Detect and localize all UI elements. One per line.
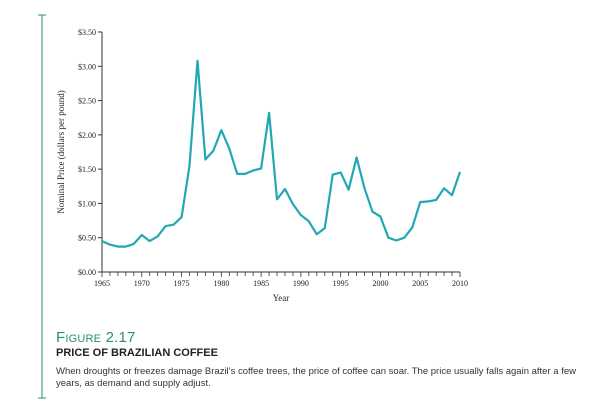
- coffee-price-chart: $0.00 $0.50 $1.00 $1.50 $2.00 $2.50 $3.00 $3.50…: [56, 28, 468, 303]
- x-tick-label: 1975: [174, 279, 190, 288]
- figure-caption: Figure 2.17 PRICE OF BRAZILIAN COFFEE Wh…: [56, 330, 576, 390]
- y-tick-label: $3.50: [78, 28, 96, 37]
- x-tick-label: 2000: [372, 279, 388, 288]
- figure-description: When droughts or freezes damage Brazil’s…: [56, 366, 576, 389]
- x-tick-label: 1970: [134, 279, 150, 288]
- figure-number: Figure 2.17: [56, 329, 136, 346]
- y-tick-label: $2.50: [78, 97, 96, 106]
- x-tick-label: 2005: [412, 279, 428, 288]
- x-tick-label: 1990: [293, 279, 309, 288]
- y-axis-title: Nominal Price (dollars per pound): [56, 90, 66, 213]
- x-tick-label: 2010: [452, 279, 468, 288]
- y-tick-label: $3.00: [78, 62, 96, 71]
- figure-title: PRICE OF BRAZILIAN COFFEE: [56, 347, 218, 359]
- y-tick-label: $2.00: [78, 131, 96, 140]
- y-axis-ticks: $0.00 $0.50 $1.00 $1.50 $2.00 $2.50 $3.00 $3.50: [78, 28, 102, 277]
- x-axis-ticks: 1965 1970 1975 1980 1985 1990 1995 2000 2005 2010: [94, 272, 468, 288]
- y-tick-label: $1.50: [78, 165, 96, 174]
- chart-axes: [101, 32, 460, 273]
- y-tick-label: $1.00: [78, 199, 96, 208]
- x-axis-title: Year: [273, 293, 290, 303]
- y-tick-label: $0.00: [78, 268, 96, 277]
- x-tick-label: 1985: [253, 279, 269, 288]
- x-tick-label: 1980: [213, 279, 229, 288]
- x-tick-label: 1995: [333, 279, 349, 288]
- y-tick-label: $0.50: [78, 234, 96, 243]
- price-series-line: [101, 59, 462, 248]
- x-tick-label: 1965: [94, 279, 110, 288]
